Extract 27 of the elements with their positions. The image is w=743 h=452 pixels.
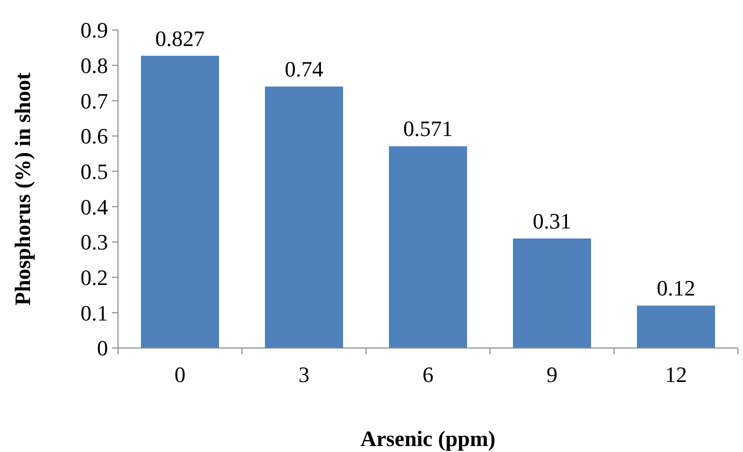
x-axis-title: Arsenic (ppm) [360, 426, 496, 451]
x-tick-label: 6 [422, 362, 434, 387]
x-tick-label: 12 [665, 362, 687, 387]
y-tick-label: 0.9 [80, 18, 108, 43]
bar [140, 56, 220, 348]
y-axis-title: Phosphorus (%) in shoot [10, 72, 35, 306]
y-tick-label: 0.5 [80, 159, 108, 184]
bar [512, 238, 592, 348]
data-label: 0.571 [403, 116, 453, 142]
y-tick-label: 0.1 [80, 300, 108, 326]
y-tick-label: 0 [97, 336, 108, 361]
y-tick-label: 0.7 [80, 88, 108, 114]
y-tick-label: 0.6 [80, 124, 108, 149]
data-label: 0.31 [532, 208, 572, 234]
data-label: 0.74 [284, 56, 324, 82]
y-tick-label: 0.8 [80, 53, 108, 78]
data-label: 0.827 [155, 26, 205, 51]
x-tick-label: 0 [174, 362, 186, 387]
y-tick-label: 0.4 [80, 194, 108, 220]
bar [636, 306, 716, 348]
data-label: 0.12 [656, 276, 696, 301]
x-tick-label: 3 [298, 362, 310, 387]
bar [388, 146, 468, 348]
y-tick-label: 0.2 [80, 265, 108, 290]
y-tick-label: 0.3 [80, 230, 108, 255]
bar [264, 86, 344, 348]
x-tick-label: 9 [546, 362, 558, 387]
